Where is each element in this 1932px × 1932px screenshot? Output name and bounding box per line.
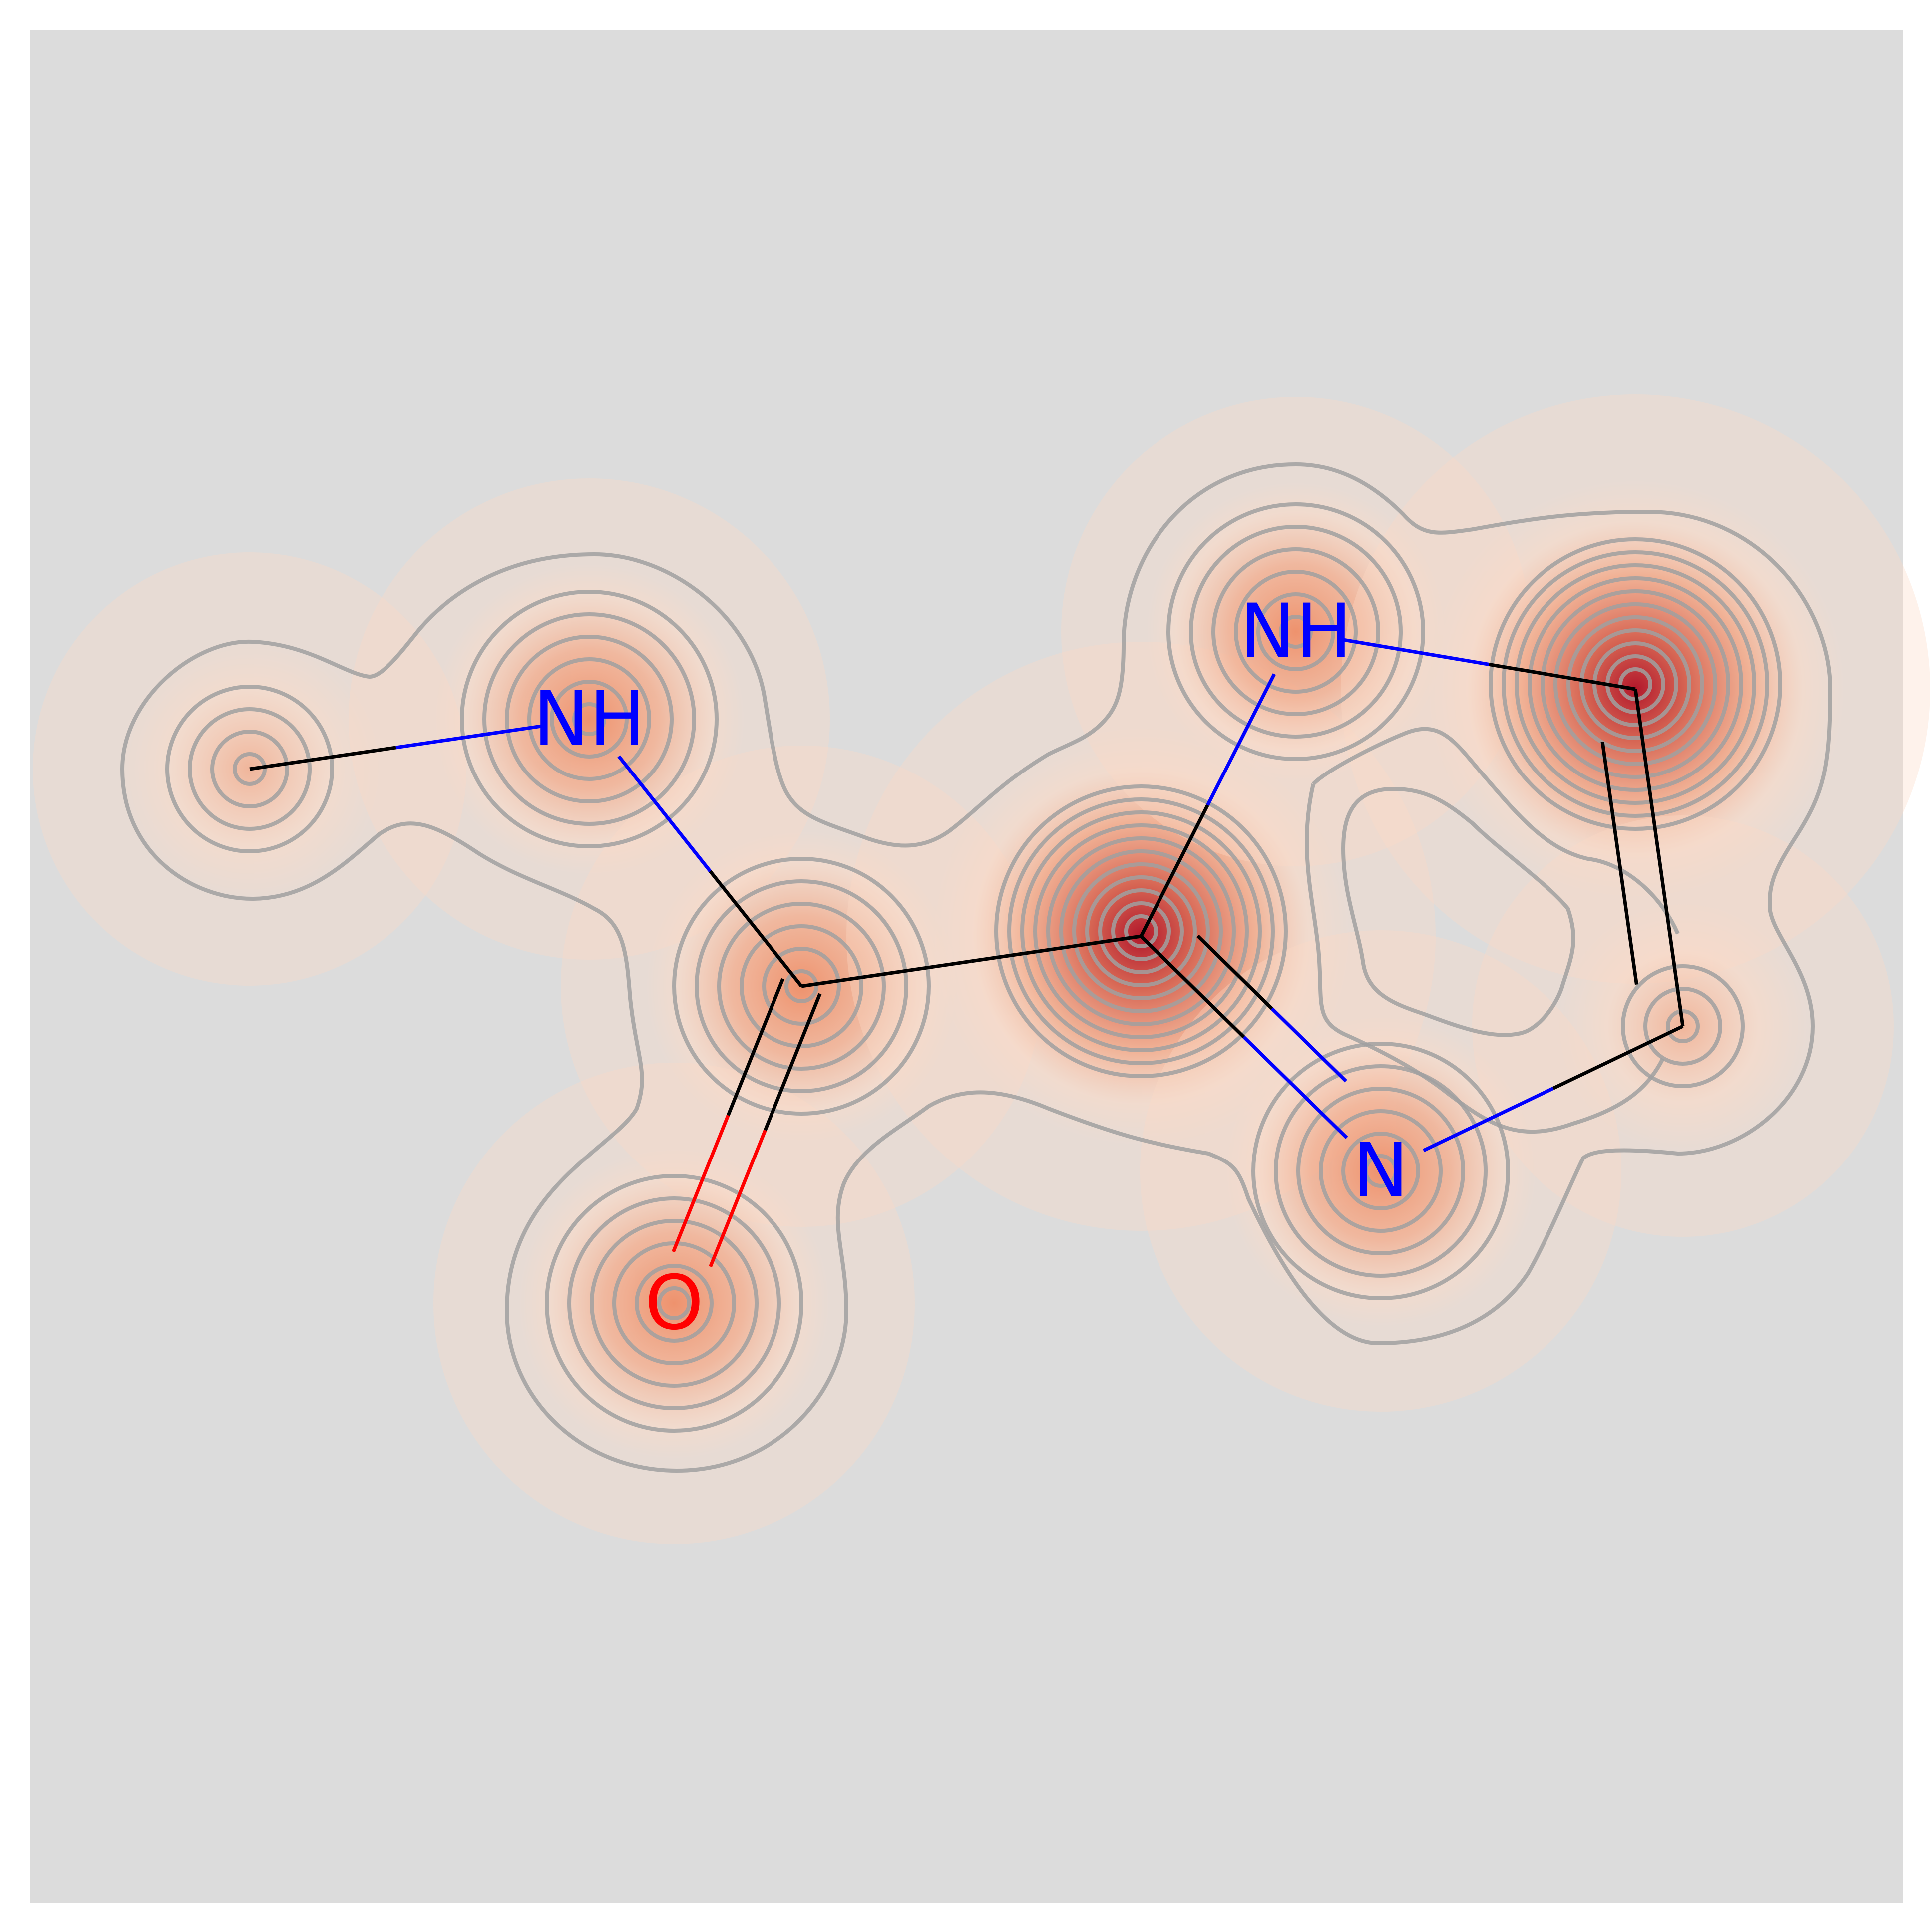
atom-labels: NH O NH N <box>533 588 1409 1347</box>
bond-c-carbonyl-o-carbonyl-2-b <box>709 1130 767 1268</box>
bond-n1-ring-c5-ring-b <box>1489 662 1636 691</box>
contour-o-carbonyl-4 <box>567 1196 781 1410</box>
contour-c5-ring-3 <box>1579 628 1691 740</box>
contour-c5-ring-7 <box>1528 576 1743 792</box>
contour-n1-ring-0 <box>1279 615 1313 649</box>
contour-n3-ring-4 <box>1274 1064 1488 1278</box>
contour-c4-ring-2 <box>1621 964 1745 1088</box>
atom-contours <box>165 502 1782 1433</box>
contour-n3-ring-0 <box>1364 1154 1398 1188</box>
bond-c-carbonyl-o-carbonyl-1-b <box>672 1115 730 1253</box>
contour-c2-ring-1 <box>1111 901 1171 961</box>
contour-o-carbonyl-5 <box>545 1174 803 1433</box>
contour-o-carbonyl-1 <box>635 1264 714 1343</box>
bond-c4-ring-n3-ring-b <box>1423 1087 1554 1153</box>
bond-c-carbonyl-o-carbonyl-2-a <box>764 993 822 1131</box>
contour-c5-ring-4 <box>1566 615 1704 753</box>
contour-c-methyl-3 <box>165 685 334 853</box>
contour-n3-ring-1 <box>1341 1132 1420 1210</box>
bond-c5-ring-c4-ring-inner-a <box>1600 742 1621 864</box>
heat-blob-o-carbonyl <box>518 1148 830 1459</box>
contour-c-carbonyl-5 <box>672 857 931 1116</box>
contour-c-carbonyl-0 <box>784 969 818 1003</box>
bond-c-carbonyl-c2-ring-a <box>801 959 972 988</box>
ring-inner-contour <box>1305 727 1680 1134</box>
contour-c-carbonyl-3 <box>717 902 886 1071</box>
contour-c-carbonyl-2 <box>740 924 863 1048</box>
contour-c5-ring-10 <box>1489 537 1782 831</box>
contour-c2-ring-5 <box>1059 849 1223 1013</box>
bond-c-carbonyl-c2-ring-b <box>971 934 1142 963</box>
bonds <box>249 638 1685 1268</box>
contour-c2-ring-7 <box>1033 823 1249 1039</box>
contour-c-methyl-2 <box>188 707 312 831</box>
contour-c-methyl-0 <box>233 752 267 786</box>
contour-o-carbonyl-0 <box>657 1286 691 1320</box>
contour-n-amide-0 <box>572 702 606 736</box>
contour-c4-ring-1 <box>1643 987 1722 1066</box>
bond-n-amide-c-carbonyl-a <box>617 755 712 872</box>
contour-n-amide-5 <box>460 590 719 848</box>
contour-o-carbonyl-3 <box>590 1219 759 1388</box>
contour-n1-ring-5 <box>1166 502 1425 761</box>
bond-n3-ring-c2-ring-b <box>1140 935 1245 1039</box>
contour-c5-ring-6 <box>1541 589 1730 779</box>
bond-n3-ring-c2-ring-inner-b <box>1196 934 1273 1010</box>
weight-contours <box>120 462 1833 1473</box>
contour-o-carbonyl-2 <box>612 1241 736 1365</box>
bond-n1-ring-c5-ring-a <box>1342 638 1490 666</box>
bond-c4-ring-n3-ring-a <box>1552 1024 1684 1090</box>
contour-c5-ring-2 <box>1592 641 1678 727</box>
atom-label-n-amide: NH <box>533 676 646 763</box>
contour-c2-ring-3 <box>1085 875 1197 987</box>
heat-blob-n-amide <box>433 563 745 875</box>
bond-c2-ring-n1-ring-a <box>1139 804 1209 937</box>
contour-n3-ring-5 <box>1251 1042 1510 1300</box>
bond-c-methyl-n-amide-b <box>395 724 543 750</box>
contour-c-methyl-1 <box>210 730 289 808</box>
contour-n-amide-1 <box>550 680 629 759</box>
contour-c2-ring-4 <box>1072 862 1210 1000</box>
bond-c5-ring-c4-ring-a <box>1633 689 1661 858</box>
contour-n-amide-2 <box>527 657 651 781</box>
contour-n1-ring-3 <box>1211 547 1380 716</box>
contour-c2-ring-9 <box>1007 797 1275 1065</box>
atom-label-n1-ring: NH <box>1240 588 1352 675</box>
contour-n1-ring-4 <box>1189 525 1403 739</box>
contour-n1-ring-2 <box>1234 570 1358 694</box>
bond-c5-ring-c4-ring-b <box>1657 857 1685 1027</box>
bond-n3-ring-c2-ring-inner-a <box>1270 1007 1347 1083</box>
contour-c2-ring-8 <box>1020 810 1262 1052</box>
contour-c2-ring-2 <box>1098 888 1184 974</box>
contour-c-carbonyl-4 <box>695 879 908 1093</box>
bond-n-amide-c-carbonyl-b <box>709 870 803 988</box>
contour-n3-ring-3 <box>1296 1087 1465 1255</box>
bond-n3-ring-c2-ring-a <box>1242 1036 1348 1140</box>
ring-hole-contour <box>1341 786 1575 1037</box>
contour-n-amide-4 <box>482 612 696 826</box>
atom-label-o-carbonyl: O <box>645 1260 704 1347</box>
contour-n3-ring-2 <box>1319 1109 1443 1233</box>
bond-c5-ring-c4-ring-inner-b <box>1617 863 1638 985</box>
contour-c2-ring-6 <box>1046 836 1236 1026</box>
contour-c5-ring-9 <box>1502 550 1769 818</box>
contour-n1-ring-1 <box>1256 592 1335 671</box>
contour-n-amide-3 <box>505 635 674 803</box>
contour-c2-ring-10 <box>994 784 1288 1078</box>
contour-c2-ring-0 <box>1124 914 1158 948</box>
atom-label-n3-ring: N <box>1353 1128 1409 1214</box>
contour-c4-ring-0 <box>1666 1009 1700 1043</box>
contour-c5-ring-5 <box>1553 602 1717 766</box>
bond-c2-ring-n1-ring-b <box>1206 673 1276 806</box>
bond-c-methyl-n-amide-a <box>249 746 396 771</box>
contour-c-carbonyl-1 <box>762 947 841 1026</box>
outer-contour <box>120 462 1833 1473</box>
bond-c-carbonyl-o-carbonyl-1-a <box>726 978 785 1116</box>
contour-c5-ring-8 <box>1515 563 1756 805</box>
